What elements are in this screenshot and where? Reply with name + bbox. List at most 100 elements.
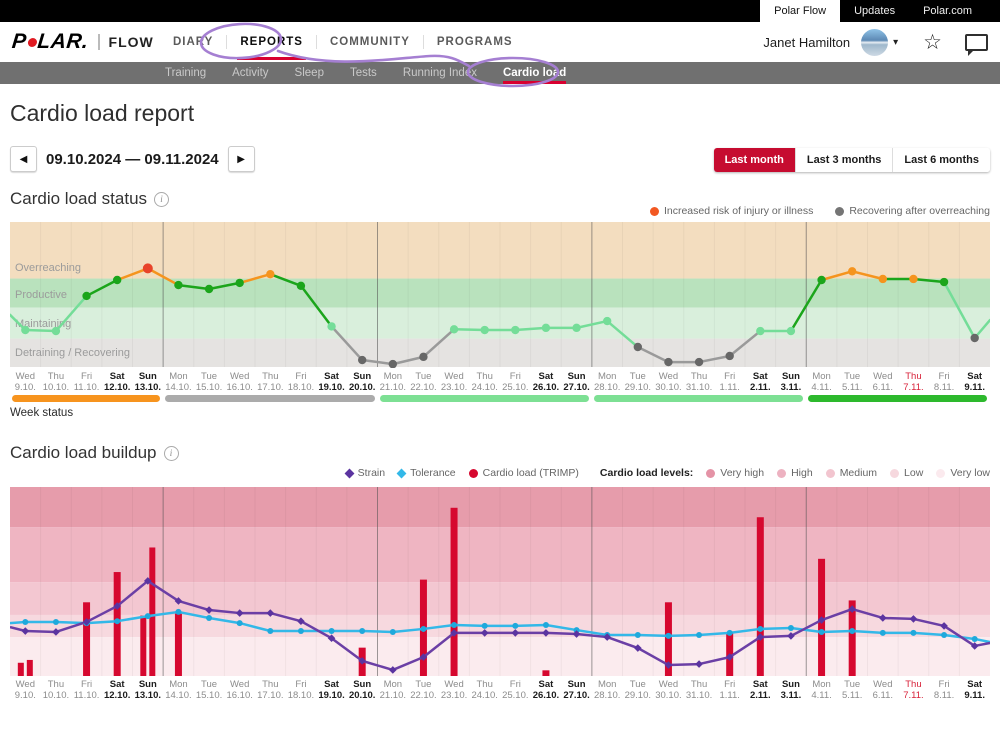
day-label: Fri11.10.: [71, 372, 102, 393]
legend-level-item: Very high: [706, 467, 764, 479]
day-label: Sun27.10.: [561, 680, 592, 701]
range-button-last-6-months[interactable]: Last 6 months: [892, 148, 990, 172]
info-icon[interactable]: i: [154, 192, 169, 207]
week-status-label: Week status: [10, 407, 73, 419]
week-status-pill-overreaching: [12, 395, 160, 402]
next-period-button[interactable]: ▶: [228, 146, 255, 172]
status-point-productive: [235, 279, 243, 287]
day-label: Sat12.10.: [102, 680, 133, 701]
legend-level-item: High: [777, 467, 813, 479]
day-label: Fri8.11.: [929, 372, 960, 393]
day-label: Thu24.10.: [469, 680, 500, 701]
nav-item-diary[interactable]: DIARY: [160, 22, 226, 62]
day-label: Sat9.11.: [959, 680, 990, 701]
date-navigation: ◀ 09.10.2024 — 09.11.2024 ▶: [10, 146, 255, 172]
subnav-item-sleep[interactable]: Sleep: [295, 62, 324, 84]
tolerance-point: [359, 628, 365, 634]
dot-marker-icon: [469, 469, 478, 478]
legend-dot-icon: [650, 207, 659, 216]
subnav-item-tests[interactable]: Tests: [350, 62, 377, 84]
topbar-tab-updates[interactable]: Updates: [840, 0, 909, 22]
day-label: Wed6.11.: [867, 372, 898, 393]
topbar: Polar FlowUpdatesPolar.com: [0, 0, 1000, 22]
status-point-recovering: [970, 334, 978, 342]
tolerance-point: [175, 609, 181, 615]
status-point-recovering: [664, 358, 672, 366]
day-label: Wed6.11.: [867, 680, 898, 701]
level-dot-icon: [826, 469, 835, 478]
status-point-maintaining: [542, 324, 550, 332]
buildup-section-title: Cardio load buildup: [10, 443, 157, 463]
legend-dot-icon: [835, 207, 844, 216]
status-point-maintaining: [450, 325, 458, 333]
day-label: Sat2.11.: [745, 680, 776, 701]
week-status-bars: [10, 395, 990, 403]
status-point-maintaining: [572, 324, 580, 332]
day-label: Mon14.10.: [163, 372, 194, 393]
trimp-bar: [18, 663, 24, 676]
status-point-overreaching: [879, 275, 887, 283]
chevron-down-icon[interactable]: ▾: [893, 37, 898, 48]
day-label: Sat19.10.: [316, 680, 347, 701]
main-menu: DIARYREPORTSCOMMUNITYPROGRAMS: [160, 22, 526, 62]
subnav-item-cardio-load[interactable]: Cardio load: [503, 62, 566, 84]
cardio-load-status-chart: OverreachingProductiveMaintainingDetrain…: [10, 222, 990, 368]
legend-level-item: Low: [890, 467, 923, 479]
day-label: Thu10.10.: [40, 372, 71, 393]
user-name[interactable]: Janet Hamilton: [763, 35, 850, 50]
status-point-maintaining: [511, 326, 519, 334]
range-button-last-month[interactable]: Last month: [714, 148, 795, 172]
tolerance-point: [910, 630, 916, 636]
week-status-pill-maintaining: [594, 395, 803, 402]
tolerance-point: [298, 628, 304, 634]
status-chart-day-labels: Wed9.10.Thu10.10.Fri11.10.Sat12.10.Sun13…: [10, 372, 990, 394]
legend-level-item: Medium: [826, 467, 877, 479]
page-title: Cardio load report: [10, 100, 194, 127]
nav-item-reports[interactable]: REPORTS: [227, 22, 316, 62]
favorite-star-icon[interactable]: ☆: [923, 32, 942, 53]
legend-label: Very high: [720, 467, 764, 479]
legend-label: High: [791, 467, 813, 479]
trimp-bar: [83, 602, 90, 676]
day-label: Thu31.10.: [684, 372, 715, 393]
trimp-bar: [451, 508, 458, 676]
status-legend: Increased risk of injury or illness Recov…: [650, 205, 990, 217]
legend-label: Recovering after overreaching: [849, 205, 990, 217]
day-label: Wed16.10.: [224, 372, 255, 393]
subnav-item-activity[interactable]: Activity: [232, 62, 268, 84]
status-section-title: Cardio load status: [10, 189, 147, 209]
legend-item: Increased risk of injury or illness: [650, 205, 813, 217]
status-point-overreaching: [909, 275, 917, 283]
nav-item-programs[interactable]: PROGRAMS: [424, 22, 526, 62]
status-point-maintaining: [603, 317, 611, 325]
day-label: Sun3.11.: [775, 680, 806, 701]
report-subnav: Training Activity Sleep Tests Running Index C…: [0, 62, 1000, 84]
avatar[interactable]: [861, 29, 888, 56]
day-label: Fri8.11.: [929, 680, 960, 701]
cardio-load-buildup-chart: [10, 487, 990, 677]
polar-logo[interactable]: PLAR.: [11, 30, 90, 54]
status-line-segment: [454, 329, 485, 330]
tolerance-point: [512, 623, 518, 629]
day-label: Tue15.10.: [194, 680, 225, 701]
topbar-tab-polar-com[interactable]: Polar.com: [909, 0, 986, 22]
nav-item-community[interactable]: COMMUNITY: [317, 22, 423, 62]
tolerance-point: [22, 619, 28, 625]
topbar-tab-polar-flow[interactable]: Polar Flow: [760, 0, 840, 22]
day-label: Tue15.10.: [194, 372, 225, 393]
trimp-bar: [175, 614, 182, 676]
logo-o-dot: [27, 38, 37, 47]
day-label: Tue29.10.: [622, 680, 653, 701]
status-point-recovering: [725, 352, 733, 360]
status-point-maintaining: [327, 322, 335, 330]
subnav-item-training[interactable]: Training: [165, 62, 206, 84]
trimp-bar: [140, 616, 146, 676]
status-point-productive: [113, 276, 121, 284]
day-label: Tue22.10.: [408, 680, 439, 701]
feedback-chat-icon[interactable]: [965, 34, 988, 51]
subnav-item-running-index[interactable]: Running Index: [403, 62, 477, 84]
prev-period-button[interactable]: ◀: [10, 146, 37, 172]
day-label: Wed23.10.: [439, 680, 470, 701]
range-button-last-3-months[interactable]: Last 3 months: [795, 148, 893, 172]
info-icon[interactable]: i: [164, 446, 179, 461]
